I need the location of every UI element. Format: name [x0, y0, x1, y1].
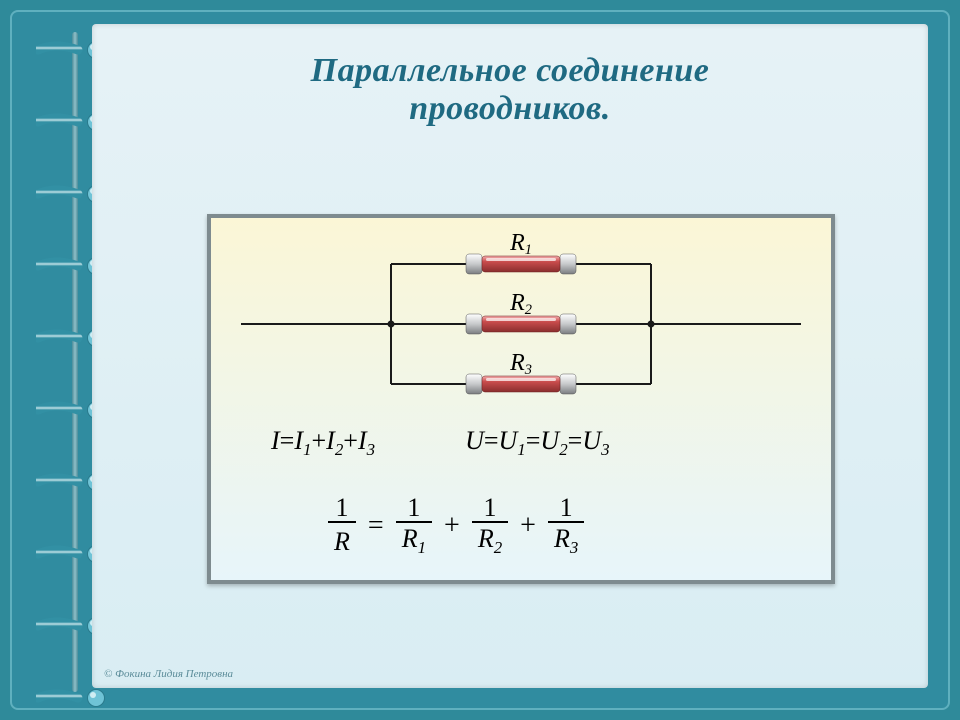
frac-den-R3: R3: [548, 525, 584, 557]
title-line-1: Параллельное соединение: [92, 52, 928, 90]
frac-num-4: 1: [548, 494, 584, 523]
frac-plus-2: +: [510, 494, 546, 557]
diagram-card-inner: R1R2R3 I=I1+I2+I3 U=U1=U2=U3 1 = 1 + 1 +: [211, 218, 831, 580]
frac-num-1: 1: [328, 494, 356, 523]
parallel-circuit-schematic: R1 R2 R3: [211, 224, 831, 414]
svg-text:R2: R2: [509, 290, 532, 318]
slide-content-area: Параллельное соединение проводников. R1R…: [92, 24, 928, 688]
frac-den-R1: R1: [396, 525, 432, 557]
equations-block: I=I1+I2+I3 U=U1=U2=U3: [271, 426, 791, 460]
binder-ring: [36, 688, 114, 708]
frac-den-R: R: [328, 525, 356, 557]
equation-resistance-fraction: 1 = 1 + 1 + 1 R R1 R2 R3: [326, 492, 586, 559]
frac-plus-1: +: [434, 494, 470, 557]
frac-num-2: 1: [396, 494, 432, 523]
frac-eq: =: [358, 494, 394, 557]
diagram-card: R1R2R3 I=I1+I2+I3 U=U1=U2=U3 1 = 1 + 1 +: [207, 214, 835, 584]
frac-num-3: 1: [472, 494, 508, 523]
equation-row-1: I=I1+I2+I3 U=U1=U2=U3: [271, 426, 791, 460]
copyright-text: © Фокина Лидия Петровна: [104, 668, 233, 680]
svg-text:R3: R3: [509, 350, 532, 378]
equation-voltage: U=U1=U2=U3: [465, 426, 610, 460]
equation-current: I=I1+I2+I3: [271, 426, 375, 460]
frac-den-R2: R2: [472, 525, 508, 557]
title-line-2: проводников.: [92, 90, 928, 128]
slide-frame-outer: Параллельное соединение проводников. R1R…: [10, 10, 950, 710]
title-block: Параллельное соединение проводников.: [92, 24, 928, 128]
svg-text:R1: R1: [509, 230, 532, 258]
